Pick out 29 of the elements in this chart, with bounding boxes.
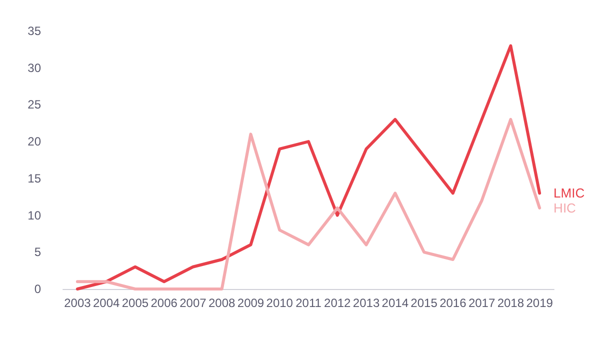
x-tick-label: 2016 <box>440 296 467 310</box>
y-tick-label: 30 <box>28 60 42 75</box>
line-series <box>76 44 542 290</box>
x-tick-label: 2017 <box>468 296 496 310</box>
y-tick-label: 5 <box>34 245 42 260</box>
x-tick-label: 2009 <box>237 296 264 310</box>
y-tick-label: 0 <box>34 282 42 296</box>
x-tick-label: 2013 <box>352 296 380 310</box>
x-tick-label: 2005 <box>122 296 149 310</box>
y-tick-label: 10 <box>28 208 42 222</box>
series-label: LMIC <box>554 186 585 201</box>
x-tick-label: 2011 <box>296 296 322 310</box>
y-tick-label: 25 <box>28 98 42 112</box>
x-tick-label: 2010 <box>266 296 294 310</box>
x-tick-label: 2006 <box>150 296 178 310</box>
x-tick-label: 2008 <box>208 296 236 310</box>
x-tick-label: 2003 <box>64 296 92 310</box>
x-tick-label: 2018 <box>497 296 524 310</box>
x-tick-label: 2007 <box>180 296 207 310</box>
y-tick-label: 35 <box>28 24 42 38</box>
x-tick-label: 2015 <box>410 296 438 310</box>
y-tick-label: 15 <box>28 171 42 186</box>
x-tick-label: 2012 <box>324 296 352 310</box>
x-tick-label: 2014 <box>382 296 409 310</box>
series-label: HIC <box>554 200 576 216</box>
x-tick-label: 2019 <box>526 296 554 310</box>
y-tick-label: 20 <box>28 134 42 149</box>
line-series <box>76 118 542 290</box>
x-tick-label: 2004 <box>92 296 120 310</box>
